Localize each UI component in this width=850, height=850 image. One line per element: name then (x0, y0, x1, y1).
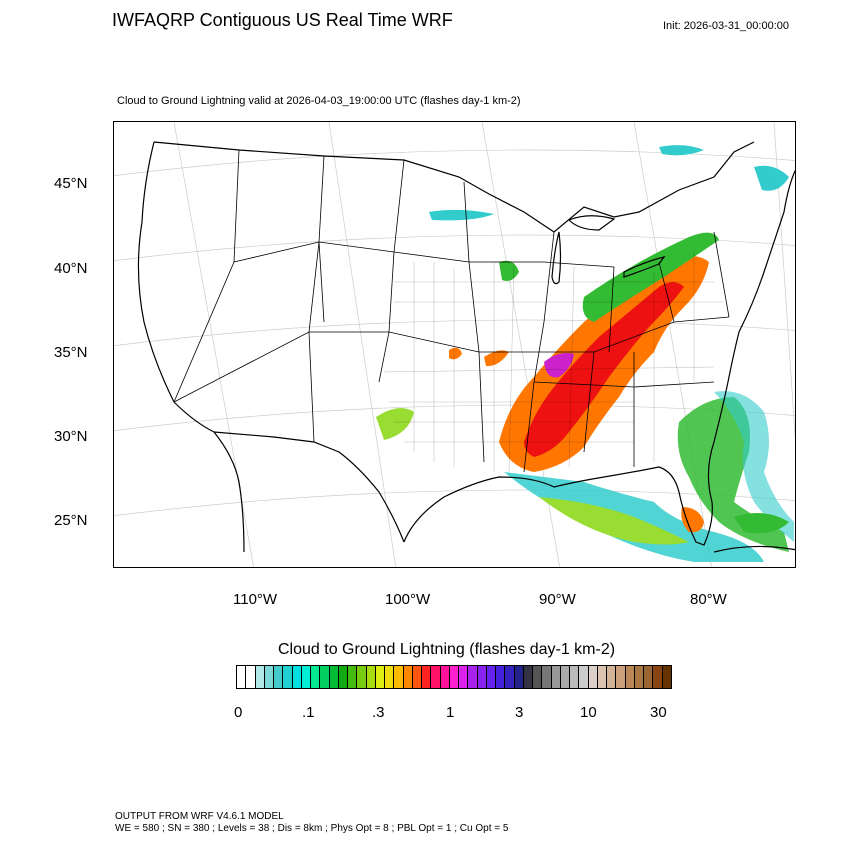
map-svg (114, 122, 795, 567)
lightning-core (524, 282, 684, 457)
colorbar-box (348, 666, 358, 688)
lightning-ks-cell (449, 347, 462, 360)
colorbar-box (560, 666, 570, 688)
lightning-ok-cell (484, 350, 509, 367)
cuba (713, 545, 795, 553)
colorbar-box (625, 666, 635, 688)
colorbar-box (449, 666, 459, 688)
lat-label: 45°N (54, 175, 88, 192)
lightning-atlantic-cyan (714, 391, 794, 542)
colorbar-label: 1 (446, 704, 455, 721)
lake-michigan (551, 231, 562, 285)
colorbar-box (579, 666, 589, 688)
colorbar-box (459, 666, 469, 688)
outlines (137, 141, 795, 553)
colorbar-box (301, 666, 311, 688)
colorbar-box (468, 666, 478, 688)
lightning-mn-cell (429, 209, 494, 221)
colorbar-box (375, 666, 385, 688)
plot-title: IWFAQRP Contiguous US Real Time WRF (112, 10, 453, 30)
colorbar-box (385, 666, 395, 688)
colorbar-box (329, 666, 339, 688)
colorbar-box (440, 666, 450, 688)
great-lakes (567, 215, 616, 231)
colorbar-box (311, 666, 321, 688)
colorbar-label: .1 (302, 704, 315, 721)
colorbar-box (607, 666, 617, 688)
lat-label: 30°N (54, 428, 88, 445)
lightning-north-band (582, 232, 719, 322)
colorbar-box (644, 666, 654, 688)
colorbar-label: 10 (580, 704, 597, 721)
lightning-tx-cell (376, 408, 414, 440)
colorbar-box (320, 666, 330, 688)
colorbar-box (246, 666, 256, 688)
lightning-canada-cell (659, 145, 704, 156)
colorbar-box (366, 666, 376, 688)
colorbar-box (283, 666, 293, 688)
colorbar-label: .3 (372, 704, 385, 721)
colorbar-box (616, 666, 626, 688)
colorbar-box (274, 666, 284, 688)
colorbar-label: 0 (234, 704, 243, 721)
colorbar-box (523, 666, 533, 688)
footer-config: WE = 580 ; SN = 380 ; Levels = 38 ; Dis … (115, 823, 509, 834)
gulf-coast (403, 169, 795, 546)
colorbar-label: 3 (515, 704, 524, 721)
lightning-iowa-cell (499, 260, 519, 281)
lat-label: 40°N (54, 260, 88, 277)
colorbar-box (588, 666, 598, 688)
lightning-bahamas-cell (734, 513, 789, 534)
colorbar (236, 665, 672, 689)
colorbar-title: Cloud to Ground Lightning (flashes day-1… (278, 641, 616, 658)
lightning-extreme (544, 353, 574, 378)
colorbar-box (403, 666, 413, 688)
lightning-ne-cell (754, 165, 789, 191)
lon-label: 80°W (690, 591, 727, 608)
colorbar-box (662, 666, 671, 688)
colorbar-box (551, 666, 561, 688)
colorbar-box (431, 666, 441, 688)
colorbar-box (496, 666, 506, 688)
lightning-florida (681, 507, 704, 533)
colorbar-box (570, 666, 580, 688)
lake-erie (623, 256, 666, 278)
colorbar-box (533, 666, 543, 688)
lon-label: 100°W (385, 591, 431, 608)
colorbar-box (486, 666, 496, 688)
colorbar-box (292, 666, 302, 688)
lightning-atlantic-band (677, 397, 789, 552)
colorbar-box (338, 666, 348, 688)
map-panel (113, 121, 796, 568)
graticule (114, 122, 795, 567)
plot-subtitle: Cloud to Ground Lightning valid at 2026-… (117, 95, 521, 107)
colorbar-box (422, 666, 432, 688)
colorbar-box (394, 666, 404, 688)
lon-label: 90°W (539, 591, 576, 608)
colorbar-box (237, 666, 247, 688)
west-coast (137, 141, 245, 553)
colorbar-box (255, 666, 265, 688)
footer-model: OUTPUT FROM WRF V4.6.1 MODEL (115, 811, 284, 822)
colorbar-box (412, 666, 422, 688)
colorbar-box (477, 666, 487, 688)
colorbar-label: 30 (650, 704, 667, 721)
colorbar-box (264, 666, 274, 688)
init-time: Init: 2026-03-31_00:00:00 (663, 20, 789, 32)
county-mesh (383, 252, 724, 473)
colorbar-box (357, 666, 367, 688)
colorbar-box (634, 666, 644, 688)
lightning-shading (376, 145, 794, 562)
lightning-gulf-green (539, 497, 689, 545)
us-mexico-border (213, 431, 405, 543)
lat-label: 35°N (54, 344, 88, 361)
lon-label: 110°W (233, 591, 278, 608)
colorbar-box (597, 666, 607, 688)
state-borders (173, 149, 730, 473)
colorbar-box (653, 666, 663, 688)
colorbar-box (514, 666, 524, 688)
colorbar-box (505, 666, 515, 688)
lat-label: 25°N (54, 512, 88, 529)
colorbar-box (542, 666, 552, 688)
